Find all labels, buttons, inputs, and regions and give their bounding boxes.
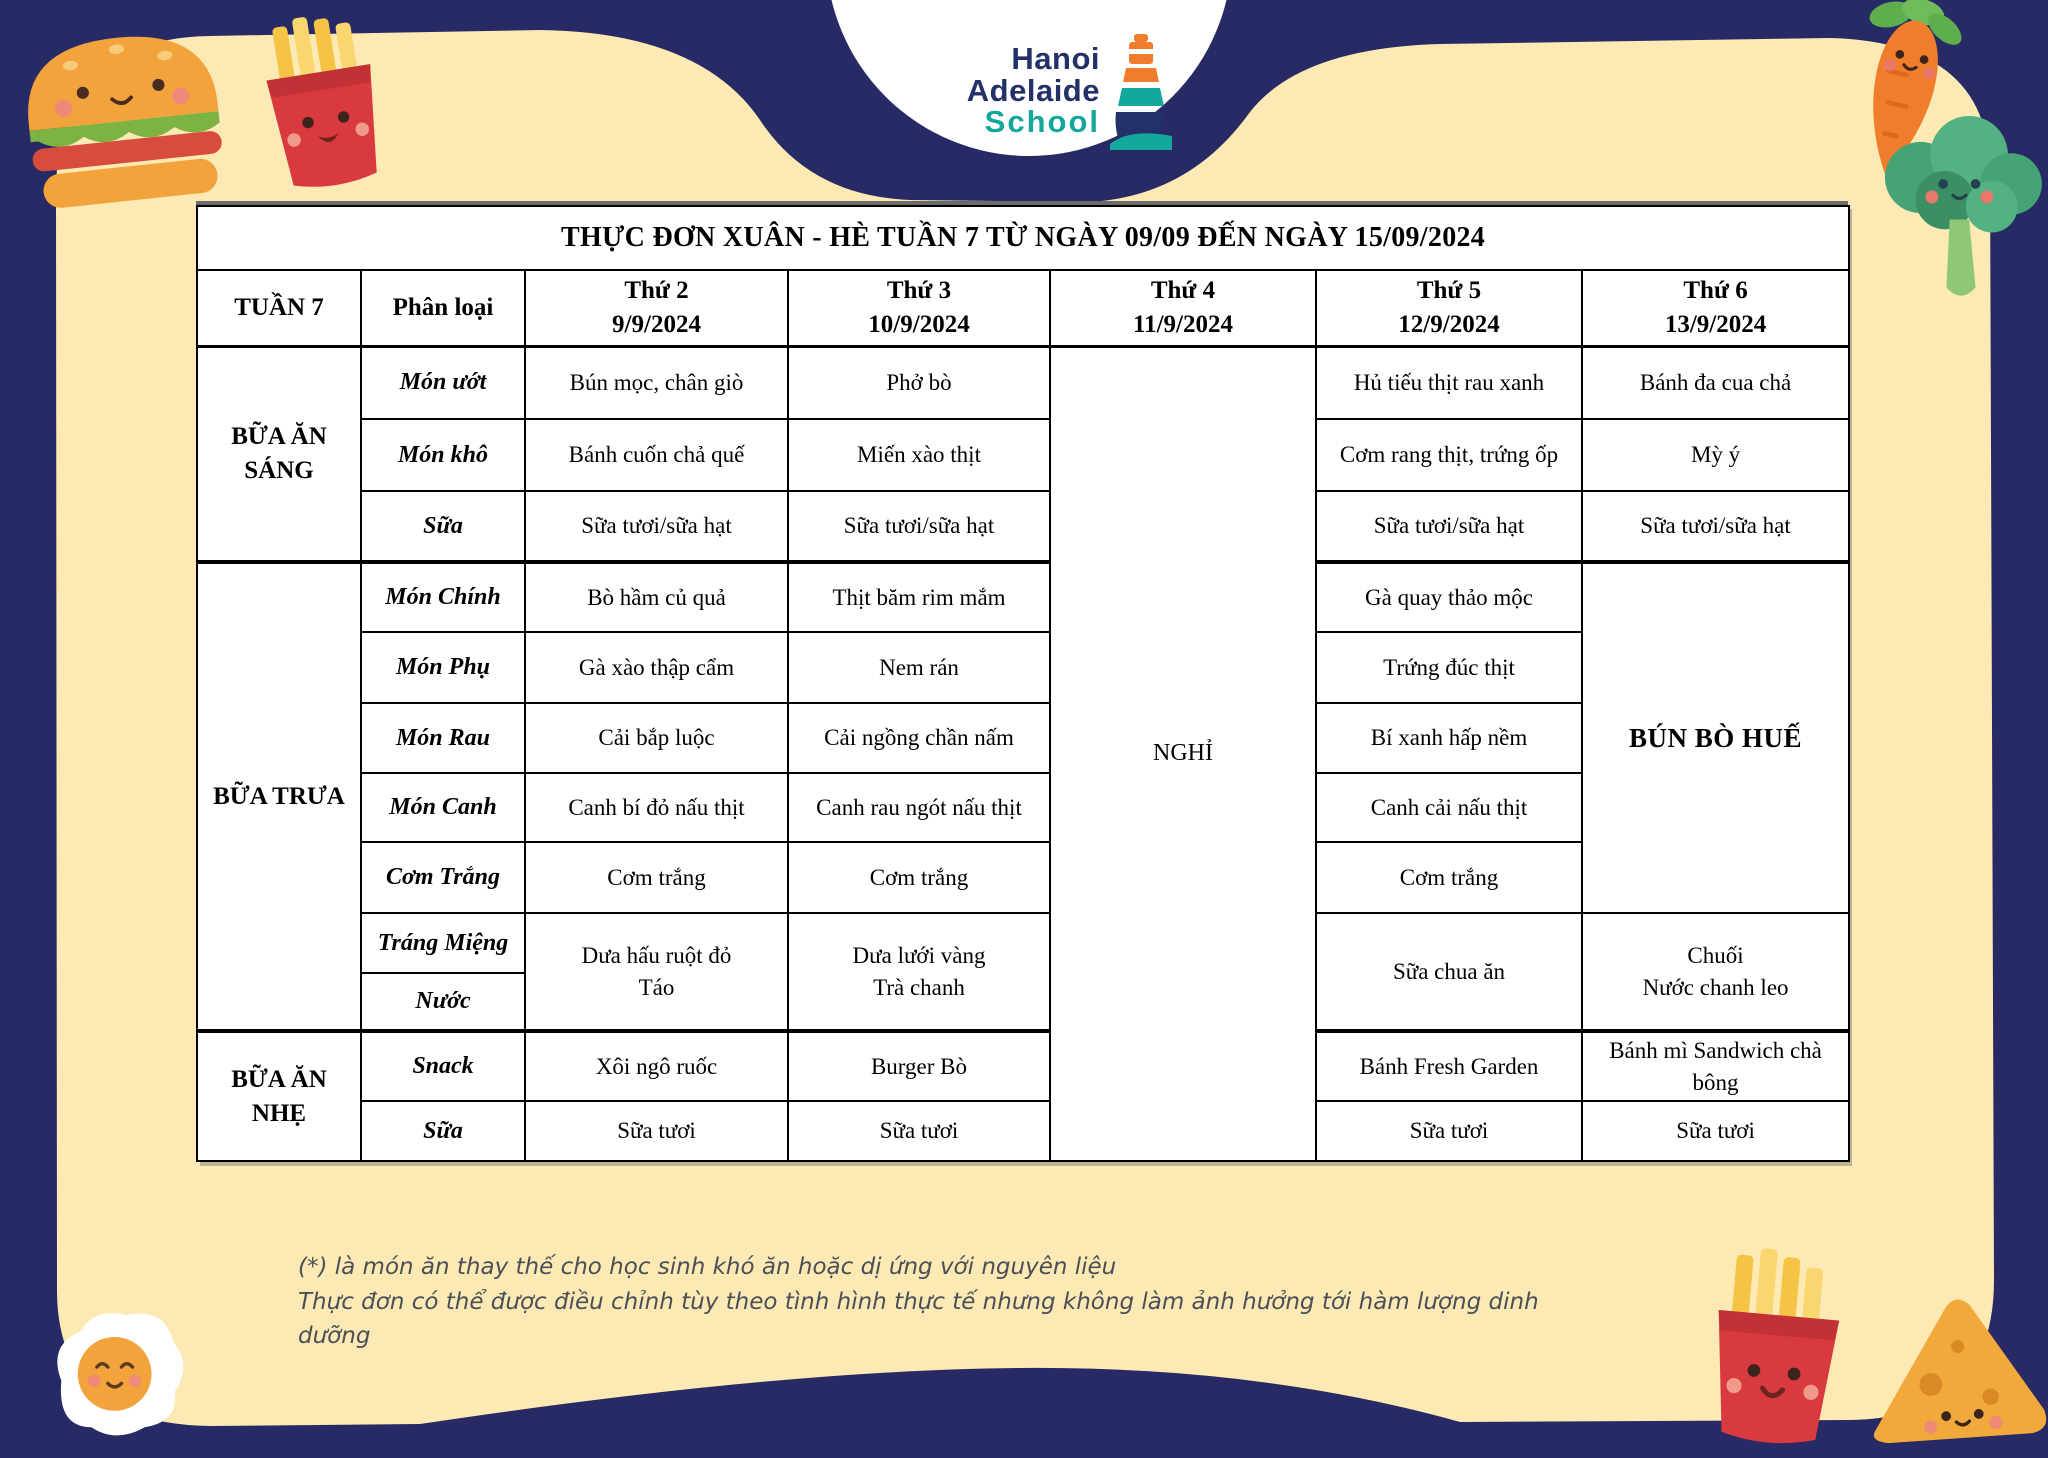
day-name: Thứ 6 — [1683, 277, 1748, 304]
menu-cell: Cơm trắng — [787, 841, 1051, 914]
category-cell: Món khô — [360, 418, 526, 492]
menu-table-container: THỰC ĐƠN XUÂN - HÈ TUẦN 7 TỪ NGÀY 09/09 … — [195, 205, 1851, 1162]
day-name: Thứ 4 — [1150, 277, 1216, 304]
menu-cell: Bánh cuốn chả quế — [524, 418, 789, 492]
menu-cell: Cơm rang thịt, trứng ốp — [1315, 418, 1583, 492]
menu-cell: Bún mọc, chân giò — [524, 345, 789, 420]
menu-cell: Bánh mì Sandwich chà bông — [1580, 1029, 1851, 1102]
holiday-cell: NGHỈ — [1049, 345, 1317, 1162]
lighthouse-icon — [1110, 33, 1172, 150]
menu-cell: Bánh Fresh Garden — [1315, 1029, 1583, 1102]
menu-cell: Dưa lưới vàng Trà chanh — [787, 912, 1051, 1032]
meal-label-breakfast: BỮA ĂN SÁNG — [196, 345, 362, 563]
menu-cell: Thịt băm rim mắm — [787, 560, 1051, 633]
menu-cell: Bò hầm củ quả — [524, 560, 789, 633]
fries-illustration-bottom — [1718, 1248, 1840, 1444]
school-logo-text: Hanoi Adelaide School — [967, 43, 1100, 138]
meal-label-lunch: BỮA TRƯA — [196, 560, 362, 1032]
day-date: 13/9/2024 — [1664, 310, 1767, 338]
category-cell: Món Canh — [360, 772, 526, 843]
menu-cell: Sữa tươi/sữa hạt — [524, 490, 789, 563]
fries-illustration-top — [266, 17, 377, 187]
menu-cell: Cải bắp luộc — [524, 702, 789, 774]
menu-cell: Bí xanh hấp nềm — [1315, 702, 1583, 774]
dessert-line: Sữa chua ăn — [1392, 958, 1506, 984]
menu-cell: Gà xào thập cẩm — [524, 631, 789, 704]
note-line-2: Thực đơn có thể được điều chỉnh tùy theo… — [298, 1288, 1539, 1350]
category-cell: Món Phụ — [360, 631, 526, 704]
category-cell: Snack — [360, 1029, 526, 1102]
menu-cell: Trứng đúc thịt — [1315, 631, 1583, 704]
col-header-tuesday: Thứ 3 10/9/2024 — [787, 269, 1051, 348]
dessert-line: Chuối — [1687, 943, 1744, 969]
day-name: Thứ 5 — [1416, 277, 1482, 304]
menu-cell: Cơm trắng — [524, 841, 789, 914]
dessert-line: Nước chanh leo — [1642, 974, 1789, 1000]
note-line-1: (*) là món ăn thay thế cho học sinh khó … — [298, 1254, 1117, 1280]
menu-cell: Canh bí đỏ nấu thịt — [524, 772, 789, 843]
menu-cell: Bánh đa cua chả — [1580, 345, 1851, 420]
menu-cell: Canh cải nấu thịt — [1315, 772, 1583, 843]
col-header-week: TUẦN 7 — [196, 269, 362, 348]
day-date: 10/9/2024 — [868, 310, 970, 338]
menu-cell: Burger Bò — [787, 1029, 1051, 1102]
dessert-line: Táo — [638, 974, 675, 1000]
logo-line-2: Adelaide — [966, 72, 1100, 108]
category-cell: Nước — [360, 972, 526, 1032]
menu-cell: Canh rau ngót nấu thịt — [787, 772, 1051, 843]
category-cell: Sữa — [360, 490, 526, 563]
cheese-illustration — [1873, 1299, 2047, 1444]
menu-cell: Sữa tươi — [1315, 1100, 1583, 1162]
menu-cell: Hủ tiếu thịt rau xanh — [1315, 345, 1583, 420]
menu-cell: Chuối Nước chanh leo — [1580, 912, 1851, 1032]
col-header-category: Phân loại — [360, 269, 526, 348]
day-date: 9/9/2024 — [612, 310, 701, 338]
category-cell: Cơm Trắng — [360, 841, 526, 914]
menu-cell: Gà quay thảo mộc — [1315, 560, 1583, 633]
col-header-wednesday: Thứ 4 11/9/2024 — [1049, 269, 1317, 348]
col-header-friday: Thứ 6 13/9/2024 — [1580, 269, 1851, 348]
menu-title: THỰC ĐƠN XUÂN - HÈ TUẦN 7 TỪ NGÀY 09/09 … — [195, 205, 1851, 271]
footer-notes: (*) là món ăn thay thế cho học sinh khó … — [298, 1250, 1548, 1354]
menu-cell: Sữa tươi/sữa hạt — [1580, 490, 1851, 563]
dessert-line: Trà chanh — [873, 974, 965, 1000]
category-cell: Món ướt — [360, 345, 526, 420]
menu-cell: Cơm trắng — [1315, 841, 1583, 914]
logo-line-1: Hanoi — [1011, 41, 1100, 77]
day-date: 11/9/2024 — [1132, 310, 1233, 338]
col-header-monday: Thứ 2 9/9/2024 — [524, 269, 789, 348]
day-name: Thứ 3 — [886, 277, 952, 304]
logo-line-3: School — [984, 104, 1100, 140]
fried-egg-illustration — [57, 1313, 184, 1436]
category-cell: Món Rau — [360, 702, 526, 774]
menu-cell: Phở bò — [787, 345, 1051, 420]
col-header-thursday: Thứ 5 12/9/2024 — [1315, 269, 1583, 348]
menu-table: THỰC ĐƠN XUÂN - HÈ TUẦN 7 TỪ NGÀY 09/09 … — [195, 205, 1851, 1162]
menu-cell: Sữa tươi — [524, 1100, 789, 1162]
dessert-line: Dưa hấu ruột đỏ — [581, 943, 732, 969]
menu-cell: Sữa chua ăn — [1315, 912, 1583, 1032]
carrot-illustration — [1869, 0, 1962, 175]
dessert-line: Dưa lưới vàng — [852, 943, 986, 969]
menu-cell: Xôi ngô ruốc — [524, 1029, 789, 1102]
menu-cell: Sữa tươi/sữa hạt — [787, 490, 1051, 563]
menu-cell: Sữa tươi — [787, 1100, 1051, 1162]
friday-special-cell: BÚN BÒ HUẾ — [1580, 560, 1851, 914]
menu-cell: Nem rán — [787, 631, 1051, 704]
category-cell: Tráng Miệng — [360, 912, 526, 974]
day-date: 12/9/2024 — [1398, 310, 1500, 338]
broccoli-illustration — [1884, 116, 2042, 296]
menu-cell: Cải ngồng chần nấm — [787, 702, 1051, 774]
menu-cell: Miến xào thịt — [787, 418, 1051, 492]
category-cell: Món Chính — [360, 560, 526, 633]
menu-cell: Mỳ ý — [1580, 418, 1851, 492]
day-name: Thứ 2 — [624, 277, 689, 304]
meal-label-snack: BỮA ĂN NHẸ — [196, 1029, 362, 1162]
burger-illustration — [28, 36, 222, 208]
school-logo: Hanoi Adelaide School — [892, 28, 1172, 153]
menu-cell: Sữa tươi — [1580, 1100, 1851, 1162]
category-cell: Sữa — [360, 1100, 526, 1162]
menu-cell: Dưa hấu ruột đỏ Táo — [524, 912, 789, 1032]
menu-cell: Sữa tươi/sữa hạt — [1315, 490, 1583, 563]
